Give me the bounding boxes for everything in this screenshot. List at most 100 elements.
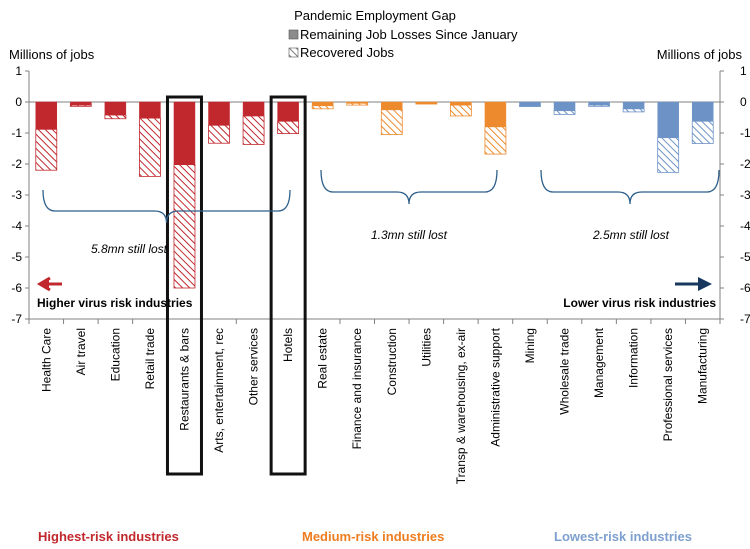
bar-remaining-job-losses (311, 101, 334, 106)
x-tick-label: Administrative support (488, 327, 502, 446)
bar-remaining-job-losses (691, 101, 714, 122)
right-tick-label: -3 (740, 188, 750, 202)
right-axis-title: Millions of jobs (657, 47, 743, 62)
bar-recovered-jobs (277, 120, 300, 135)
bar-remaining-job-losses (622, 101, 645, 110)
bar-recovered-jobs (35, 128, 58, 171)
left-tick-label: -5 (11, 250, 22, 264)
annotation-high-still-lost: 5.8mn still lost (91, 242, 168, 256)
left-tick-label: -2 (11, 157, 22, 171)
x-tick-label: Education (108, 328, 122, 381)
bar-remaining-job-losses (173, 101, 196, 165)
group-label-medium: Medium-risk industries (302, 529, 444, 544)
x-tick-label: Health Care (39, 328, 53, 392)
legend-recovered-label: Recovered Jobs (300, 45, 394, 60)
bar-recovered-jobs (588, 104, 610, 107)
bar-recovered-jobs (139, 117, 161, 177)
x-tick-label: Air travel (74, 328, 88, 375)
left-tick-label: -1 (11, 126, 22, 140)
bar-remaining-job-losses (139, 101, 161, 119)
x-tick-label: Professional services (661, 328, 675, 441)
bar-remaining-job-losses (484, 101, 507, 128)
left-tick-label: -7 (11, 312, 22, 326)
legend-swatch-recovered (288, 47, 299, 58)
right-tick-label: 0 (740, 95, 747, 109)
bar-remaining-job-losses (657, 101, 679, 138)
bar-recovered-jobs (519, 105, 541, 107)
bar-remaining-job-losses (450, 101, 472, 106)
annotation-medium-still-lost: 1.3mn still lost (371, 228, 448, 242)
higher-risk-marker: Higher virus risk industries (37, 276, 193, 310)
right-tick-label: -4 (740, 219, 750, 233)
bar-recovered-jobs (208, 124, 230, 144)
bar-recovered-jobs (380, 109, 403, 135)
bars (35, 101, 714, 289)
bar-recovered-jobs (415, 102, 438, 105)
highlight-box (269, 95, 307, 476)
left-tick-label: -6 (11, 281, 22, 295)
bar-recovered-jobs (311, 105, 334, 110)
legend-swatch-remaining (288, 29, 299, 40)
bar-recovered-jobs (346, 102, 369, 106)
left-tick-label: -3 (11, 188, 22, 202)
left-tick-label: -4 (11, 219, 22, 233)
x-tick-label: Hotels (281, 328, 295, 362)
bar-remaining-job-losses (35, 101, 58, 130)
bar-remaining-job-losses (553, 101, 576, 111)
bar-remaining-job-losses (70, 101, 92, 106)
brace-low-risk (540, 169, 720, 205)
bar-remaining-job-losses (519, 101, 541, 106)
x-tick-label: Restaurants & bars (177, 328, 191, 431)
left-tick-label: 0 (15, 95, 22, 109)
bar-remaining-job-losses (381, 101, 403, 110)
x-tick-label: Management (592, 327, 606, 398)
x-tick-label: Real estate (316, 328, 330, 389)
bar-recovered-jobs (69, 104, 92, 107)
brace-medium-risk (320, 169, 498, 205)
highlight-box (165, 95, 203, 476)
right-tick-label: -2 (740, 157, 750, 171)
bar-remaining-job-losses (104, 101, 127, 116)
bar-remaining-job-losses (242, 101, 265, 117)
right-arrow-head-icon (698, 277, 712, 291)
bar-recovered-jobs (173, 164, 196, 289)
annotation-low-still-lost: 2.5mn still lost (592, 228, 670, 242)
x-tick-label: Utilities (419, 328, 433, 367)
x-tick-label: Construction (385, 328, 399, 395)
bar-recovered-jobs (242, 115, 265, 145)
lower-risk-label: Lower virus risk industries (563, 296, 716, 310)
brace-high-risk (42, 189, 291, 224)
bar-recovered-jobs (691, 120, 714, 144)
x-tick-label: Mining (523, 328, 537, 363)
bar-recovered-jobs (657, 137, 680, 173)
bar-remaining-job-losses (208, 101, 230, 126)
group-label-high: Highest-risk industries (38, 529, 179, 544)
bar-recovered-jobs (104, 114, 127, 120)
chart-title: Pandemic Employment Gap (294, 8, 456, 23)
right-tick-label: 1 (740, 64, 747, 78)
bar-recovered-jobs (622, 108, 645, 113)
x-tick-label: Arts, entertainment, rec (212, 328, 226, 453)
x-tick-label: Manufacturing (696, 328, 710, 404)
x-axis-labels: Health Care Air travel Education Retail tra… (39, 327, 709, 484)
bar-remaining-job-losses (277, 101, 299, 122)
left-arrow-head-icon (37, 277, 49, 291)
x-tick-label: Other services (247, 328, 261, 405)
right-tick-label: -7 (740, 312, 750, 326)
x-tick-label: Transp & warehousing, ex-air (454, 328, 468, 484)
legend-remaining-label: Remaining Job Losses Since January (300, 27, 518, 42)
legend: Remaining Job Losses Since January Recov… (288, 27, 518, 60)
lower-risk-marker: Lower virus risk industries (563, 277, 716, 310)
right-tick-label: -5 (740, 250, 750, 264)
bar-recovered-jobs (553, 110, 576, 115)
annotations: 5.8mn still lost 1.3mn still lost 2.5mn st… (42, 95, 720, 476)
group-label-low: Lowest-risk industries (554, 529, 692, 544)
x-tick-label: Wholesale trade (558, 328, 572, 415)
bar-remaining-job-losses (588, 101, 610, 106)
bar-recovered-jobs (449, 104, 472, 117)
x-tick-label: Retail trade (143, 328, 157, 390)
x-tick-label: Finance and insurance (350, 328, 364, 450)
x-tick-label: Information (627, 328, 641, 388)
right-tick-label: -1 (740, 126, 750, 140)
